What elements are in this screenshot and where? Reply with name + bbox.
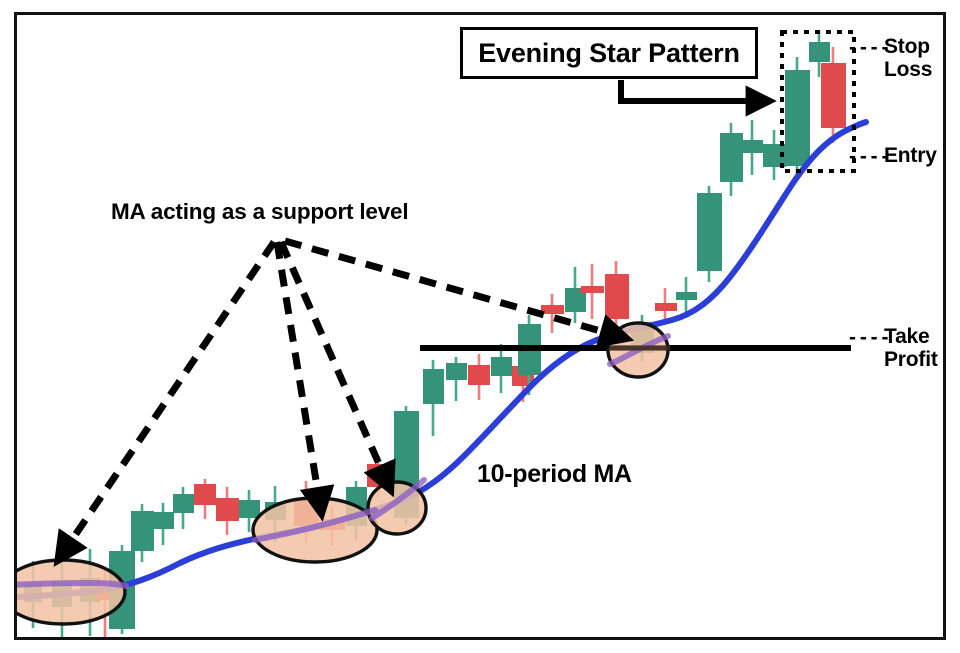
support-annotation-arrows bbox=[53, 237, 635, 567]
stop-loss-label: Stop Loss bbox=[884, 35, 933, 81]
candle-up bbox=[809, 30, 830, 77]
candle-down bbox=[821, 47, 846, 143]
ma-support-annotation-label: MA acting as a support level bbox=[111, 199, 409, 224]
candle-up bbox=[153, 503, 174, 545]
candle-down bbox=[581, 264, 604, 319]
stop-loss-dash-marker: - - - - bbox=[849, 36, 888, 59]
candle-up bbox=[173, 487, 194, 529]
candle-up bbox=[742, 120, 763, 175]
support-zone-ellipse-1 bbox=[17, 558, 127, 626]
candle-up bbox=[131, 504, 154, 562]
take-profit-dash-marker: - - - - bbox=[849, 326, 888, 349]
candle-up bbox=[763, 130, 786, 180]
candle-up bbox=[491, 344, 512, 393]
candle-up bbox=[697, 186, 722, 282]
support-arrow-to-zone-1 bbox=[53, 240, 277, 567]
support-arrow-to-zone-3 bbox=[277, 240, 396, 498]
moving-average-label: 10-period MA bbox=[477, 460, 632, 488]
evening-star-pattern-callout: Evening Star Pattern bbox=[460, 27, 758, 79]
candle-down bbox=[468, 354, 490, 400]
candle-down bbox=[655, 288, 677, 322]
candle-up bbox=[565, 267, 586, 323]
take-profit-label: Take Profit bbox=[884, 325, 938, 371]
candle-up bbox=[785, 57, 810, 176]
support-arrow-to-zone-4 bbox=[284, 237, 635, 348]
evening-star-pointer-arrow bbox=[618, 80, 777, 117]
candle-up bbox=[676, 277, 697, 318]
evening-star-pattern-box bbox=[780, 30, 856, 173]
candle-down bbox=[194, 479, 216, 519]
candle-up bbox=[446, 357, 467, 401]
candle-down bbox=[216, 487, 239, 535]
entry-dash-marker: - - - - bbox=[849, 145, 888, 168]
evening-star-pattern-label: Evening Star Pattern bbox=[478, 37, 740, 68]
support-arrow-to-zone-2 bbox=[273, 241, 335, 522]
candle-up bbox=[720, 123, 743, 196]
candle-up bbox=[239, 490, 260, 532]
candle-up bbox=[423, 360, 444, 436]
candle-down bbox=[541, 294, 564, 333]
candlestick-series bbox=[24, 30, 846, 637]
moving-average-line bbox=[17, 119, 869, 600]
entry-label: Entry bbox=[884, 144, 937, 167]
moving-average-over-highlight bbox=[17, 333, 671, 589]
